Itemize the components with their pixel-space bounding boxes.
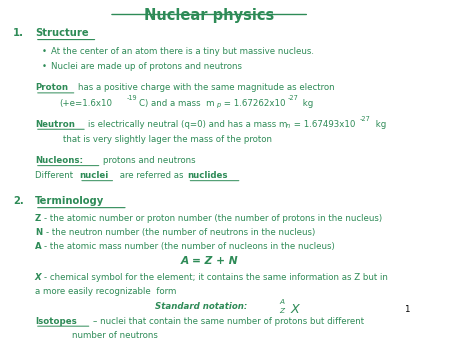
- Text: 1.: 1.: [13, 28, 24, 38]
- Text: = 1.67493x10: = 1.67493x10: [291, 120, 356, 129]
- Text: Neutron: Neutron: [35, 120, 75, 129]
- Text: •: •: [41, 47, 46, 56]
- Text: A: A: [35, 242, 41, 250]
- Text: -19: -19: [126, 95, 137, 101]
- Text: kg: kg: [300, 98, 313, 107]
- Text: number of neutrons: number of neutrons: [72, 331, 158, 338]
- Text: Different: Different: [35, 171, 76, 180]
- Text: kg: kg: [373, 120, 386, 129]
- Text: X: X: [290, 303, 299, 316]
- Text: p: p: [216, 102, 220, 108]
- Text: Isotopes: Isotopes: [35, 317, 76, 327]
- Text: A: A: [279, 299, 284, 305]
- Text: A = Z + N: A = Z + N: [180, 256, 238, 266]
- Text: nuclei: nuclei: [79, 171, 108, 180]
- Text: Terminology: Terminology: [35, 196, 104, 207]
- Text: C) and a mass  m: C) and a mass m: [139, 98, 215, 107]
- Text: - the atomic mass number (the number of nucleons in the nucleus): - the atomic mass number (the number of …: [45, 242, 335, 250]
- Text: Z: Z: [279, 308, 284, 314]
- Text: 2.: 2.: [13, 196, 24, 207]
- Text: is electrically neutral (q=0) and has a mass m: is electrically neutral (q=0) and has a …: [88, 120, 288, 129]
- Text: that is very slightly lager the mass of the proton: that is very slightly lager the mass of …: [63, 135, 272, 144]
- Text: has a positive charge with the same magnitude as electron: has a positive charge with the same magn…: [78, 83, 334, 93]
- Text: -27: -27: [288, 95, 298, 101]
- Text: X: X: [35, 273, 41, 282]
- Text: -27: -27: [360, 116, 371, 122]
- Text: Nucleons:: Nucleons:: [35, 156, 83, 165]
- Text: nuclides: nuclides: [188, 171, 228, 180]
- Text: •: •: [41, 62, 46, 71]
- Text: 1: 1: [404, 306, 410, 314]
- Text: - the neutron number (the number of neutrons in the nucleus): - the neutron number (the number of neut…: [46, 228, 315, 237]
- Text: - the atomic number or proton number (the number of protons in the nucleus): - the atomic number or proton number (th…: [45, 214, 382, 223]
- Text: = 1.67262x10: = 1.67262x10: [221, 98, 285, 107]
- Text: Nuclear physics: Nuclear physics: [144, 7, 274, 23]
- Text: protons and neutrons: protons and neutrons: [103, 156, 195, 165]
- Text: Structure: Structure: [35, 28, 89, 38]
- Text: a more easily recognizable  form: a more easily recognizable form: [35, 287, 176, 296]
- Text: Standard notation:: Standard notation:: [155, 302, 248, 311]
- Text: At the center of an atom there is a tiny but massive nucleus.: At the center of an atom there is a tiny…: [51, 47, 314, 56]
- Text: N: N: [35, 228, 42, 237]
- Text: Nuclei are made up of protons and neutrons: Nuclei are made up of protons and neutro…: [51, 62, 242, 71]
- Text: Proton: Proton: [35, 83, 68, 93]
- Text: (+e=1.6x10: (+e=1.6x10: [59, 98, 112, 107]
- Text: n: n: [286, 123, 291, 129]
- Text: Z: Z: [35, 214, 41, 223]
- Text: are referred as: are referred as: [117, 171, 186, 180]
- Text: – nuclei that contain the same number of protons but different: – nuclei that contain the same number of…: [93, 317, 364, 327]
- Text: - chemical symbol for the element; it contains the same information as Z but in: - chemical symbol for the element; it co…: [45, 273, 388, 282]
